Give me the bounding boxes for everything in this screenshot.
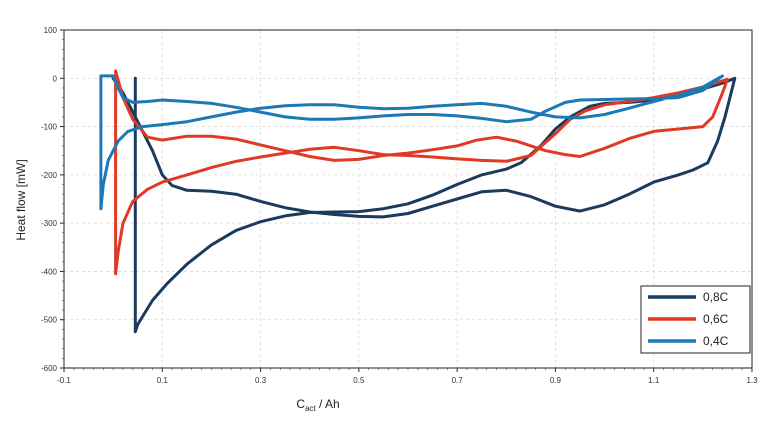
x-tick-label: 0.7 [452,376,464,385]
y-tick-label: -200 [41,171,58,180]
axis-ticks: -0.1 0.1 0.3 0.5 0.7 0.9 1.1 1.3 100 0 -100 -200 -30… [41,26,758,385]
x-tick-label: 1.3 [746,376,758,385]
y-tick-label: -500 [41,316,58,325]
y-tick-label: -100 [41,123,58,132]
x-axis-title-unit: / Ah [316,397,340,411]
y-tick-label: -300 [41,219,58,228]
series-line-0-6c [114,69,729,276]
x-axis-title-subscript: act [305,404,316,413]
x-tick-label: 0.9 [550,376,562,385]
legend-label-0-8c: 0,8C [703,290,729,304]
x-axis-title-main: C [296,397,305,411]
y-tick-label: 0 [53,74,58,83]
series-lines [99,69,737,334]
x-tick-label: 0.5 [353,376,365,385]
legend: 0,8C 0,6C 0,4C [640,285,751,354]
series-line-0-8c [111,76,737,334]
x-tick-label: 1.1 [648,376,660,385]
legend-label-0-4c: 0,4C [703,334,729,348]
y-tick-label: -600 [41,364,58,373]
x-tick-label: 0.1 [157,376,169,385]
legend-label-0-6c: 0,6C [703,312,729,326]
x-axis-title: Cact / Ah [296,397,339,413]
x-tick-label: 0.3 [255,376,267,385]
y-tick-label: -400 [41,267,58,276]
grid [64,30,752,368]
series-line-0-4c [99,74,724,211]
y-tick-label: 100 [44,26,58,35]
y-axis-title: Heat flow [mW] [14,159,28,240]
x-tick-label: -0.1 [57,376,71,385]
